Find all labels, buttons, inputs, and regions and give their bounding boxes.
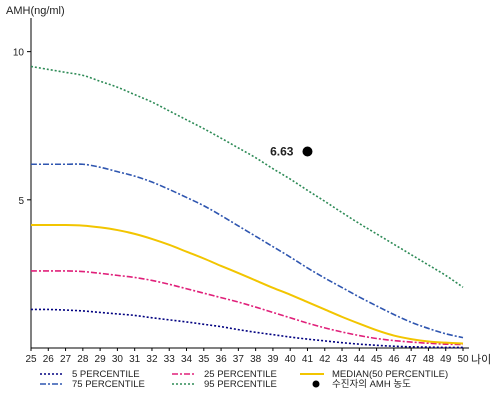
plot-area: 5 10 25 26 27 28 29 30 31 32 33 34 35 36 37 38 39 40 41 42 4… [13,18,469,365]
x-tick-label: 48 [423,354,435,365]
x-tick-label: 34 [181,354,193,365]
y-tick-label: 10 [13,48,25,59]
x-tick-label: 37 [233,354,245,365]
legend-item-amh: 수진자의 AMH 농도 [312,379,411,390]
legend-swatch [312,380,320,388]
legend-label: 95 PERCENTILE [204,379,277,390]
x-tick-label: 44 [354,354,366,365]
x-tick-label: 25 [25,354,37,365]
series-line-25-percentile [30,270,464,346]
legend-item-25-percentile: 25 PERCENTILE [172,369,277,380]
x-tick-label: 42 [319,354,331,365]
series-line-median-50-percentile [31,223,464,345]
x-tick-label: 31 [129,354,141,365]
legend-label: MEDIAN(50 PERCENTILE) [332,369,448,380]
legend-item-75-percentile: 75 PERCENTILE [40,379,145,390]
x-tick-label: 33 [164,354,176,365]
x-tick-label: 26 [43,354,55,365]
legend-label: 수진자의 AMH 농도 [332,379,411,390]
y-tick-label: 5 [18,196,24,207]
x-tick-label: 41 [302,354,314,365]
patient-amh-value-label: 6.63 [270,145,294,159]
series-line-95-percentile [30,65,464,288]
x-axis-title: 나이 [471,353,491,366]
x-tick-label: 39 [267,354,279,365]
x-tick-label: 40 [285,354,297,365]
x-tick-label: 45 [371,354,383,365]
y-axis-title: AMH(ng/ml) [6,5,65,17]
legend-label: 75 PERCENTILE [72,379,145,390]
legend-item-95-percentile: 95 PERCENTILE [172,379,277,390]
series-line-5-percentile [30,308,464,349]
x-tick-label: 43 [336,354,348,365]
x-tick-label: 32 [146,354,158,365]
legend-item-median-50-percentile: MEDIAN(50 PERCENTILE) [300,369,448,380]
x-tick-label: 50 [457,354,469,365]
x-tick-label: 36 [216,354,228,365]
patient-amh-point [302,146,313,157]
x-tick-label: 46 [388,354,400,365]
series-line-75-percentile [31,163,464,339]
x-tick-label: 27 [60,354,72,365]
x-tick-label: 38 [250,354,262,365]
legend: 5 PERCENTILE 25 PERCENTILE MEDIAN(50 PERCE… [40,369,448,390]
legend-label: 5 PERCENTILE [72,369,140,380]
legend-item-5-percentile: 5 PERCENTILE [40,369,140,380]
x-tick-label: 29 [95,354,107,365]
x-tick-label: 30 [112,354,124,365]
x-tick-label: 28 [77,354,89,365]
legend-label: 25 PERCENTILE [204,369,277,380]
x-tick-label: 35 [198,354,210,365]
x-tick-label: 49 [440,354,452,365]
x-tick-label: 47 [406,354,418,365]
